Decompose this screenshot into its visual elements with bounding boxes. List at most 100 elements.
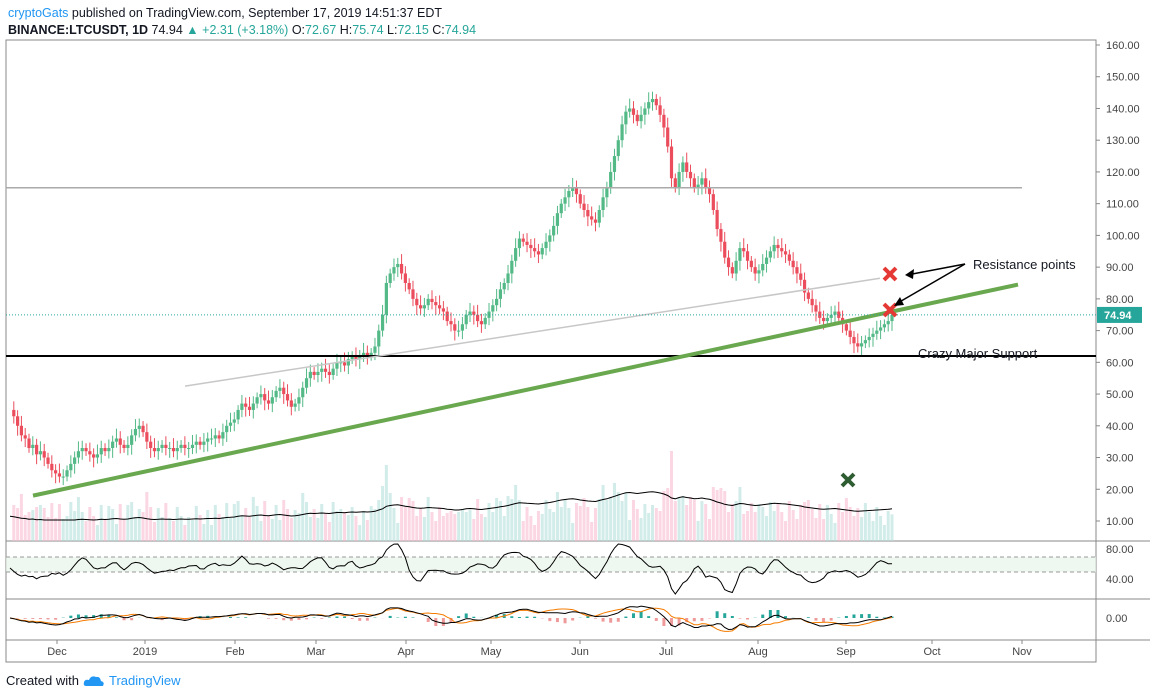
candle-body (213, 435, 217, 439)
volume-bar (297, 513, 301, 541)
chart-header: cryptoGats published on TradingView.com,… (8, 5, 476, 39)
candle-body (795, 267, 799, 274)
volume-bar (647, 513, 651, 541)
candle-body (118, 438, 122, 445)
candle-body (639, 114, 643, 122)
candle-body (711, 194, 715, 211)
candle-body (84, 448, 88, 452)
volume-bar (540, 514, 544, 541)
volume-bar (487, 503, 491, 541)
candle-body (392, 267, 396, 274)
candle-body (160, 444, 164, 449)
volume-bar (301, 493, 305, 541)
macd-histogram-bar (768, 610, 772, 618)
volume-bar (544, 500, 548, 541)
price-tick-label: 60.00 (1106, 357, 1134, 369)
candle-body (586, 210, 590, 217)
candle-body (567, 190, 571, 198)
candle-body (88, 451, 92, 455)
volume-bar (696, 521, 700, 541)
candle-body (92, 454, 96, 458)
candle-body (707, 187, 712, 195)
candle-body (517, 238, 522, 249)
price-tick-label: 20.00 (1106, 484, 1134, 496)
volume-bar (468, 510, 472, 541)
candle-body (491, 305, 495, 312)
volume-bar (187, 517, 191, 541)
time-tick-label: Feb (226, 646, 245, 658)
volume-bar (130, 502, 134, 541)
volume-bar (593, 508, 597, 541)
macd-histogram-bar (533, 616, 537, 618)
macd-histogram-bar (730, 615, 734, 618)
volume-bar (803, 502, 807, 541)
candle-body (578, 194, 582, 204)
price-tick-label: 80.00 (1106, 294, 1134, 306)
rsi-tick-label: 40.00 (1106, 574, 1134, 586)
up-arrow-icon: ▲ (186, 23, 199, 37)
candle-body (76, 451, 81, 458)
volume-bar (829, 514, 833, 541)
volume-bar (293, 510, 297, 541)
volume-bar (278, 520, 282, 541)
volume-bar (784, 521, 788, 541)
candle-body (342, 362, 347, 366)
volume-bar (643, 504, 647, 541)
candle-body (16, 416, 20, 426)
support-annotation: Crazy Major Support (918, 346, 1038, 361)
volume-bar (578, 506, 582, 541)
volume-bar (244, 508, 248, 541)
candle-body (688, 171, 693, 179)
rsi-tick-label: 80.00 (1106, 544, 1134, 556)
volume-ma-line (9, 491, 893, 521)
candle-body (141, 425, 145, 433)
candle-body (776, 244, 780, 249)
candle-body (426, 298, 430, 306)
volume-bar (780, 512, 784, 541)
macd-histogram-bar (365, 618, 369, 621)
volume-bar (171, 521, 175, 541)
arrow-line (906, 263, 966, 276)
resistance-annotation: Resistance points (973, 257, 1076, 272)
macd-histogram-bar (738, 618, 742, 619)
macd-histogram-bar (510, 616, 514, 618)
candle-body (285, 394, 290, 401)
volume-bar (711, 487, 715, 541)
volume-bar (141, 512, 145, 541)
volume-bar (818, 504, 822, 541)
volume-bar (118, 504, 122, 541)
candle-body (35, 444, 39, 455)
price-axis: 160.00 150.00 140.00 130.00 120.00 110.00 100.… (1096, 40, 1140, 528)
macd-histogram-bar (631, 613, 635, 618)
candle-body (335, 362, 339, 369)
volume-bar (289, 518, 293, 541)
volume-bar (335, 511, 339, 541)
macd-histogram-bar (122, 618, 126, 621)
volume-bar (852, 516, 856, 541)
candle-body (590, 216, 594, 220)
candle-body (829, 314, 833, 318)
candle-body (282, 387, 286, 395)
volume-bar (103, 520, 107, 541)
volume-bar (282, 500, 286, 541)
candle-body (749, 260, 753, 268)
candle-body (19, 425, 24, 436)
candle-body (175, 448, 179, 452)
macd-histogram-bar (685, 618, 689, 623)
last-price-badge (1097, 306, 1142, 323)
candle-body (761, 263, 765, 271)
volume-bar (400, 497, 404, 541)
author-link[interactable]: cryptoGats (8, 6, 69, 20)
candle-body (164, 444, 168, 449)
tradingview-brand[interactable]: TradingView (108, 673, 181, 688)
candle-body (12, 409, 16, 417)
volume-bar (202, 524, 206, 541)
macd-histogram-bar (297, 618, 301, 620)
candle-body (190, 444, 195, 449)
volume-bar (791, 510, 795, 541)
volume-bar (236, 501, 240, 541)
candle-body (403, 273, 407, 283)
volume-bar (407, 498, 411, 541)
macd-histogram-bar (776, 610, 780, 618)
